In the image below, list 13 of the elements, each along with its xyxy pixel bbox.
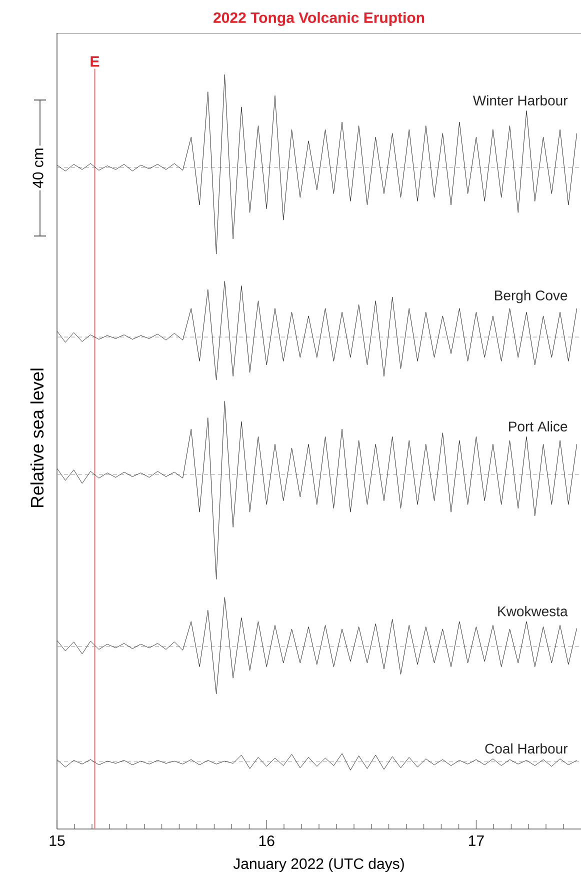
x-tick-label: 16 bbox=[259, 836, 274, 846]
series-label: Port Alice bbox=[509, 421, 568, 432]
x-axis-title: January 2022 (UTC days) bbox=[233, 858, 404, 872]
series-label: Kwokwesta bbox=[498, 606, 568, 616]
y-axis-title: Relative sea level bbox=[30, 368, 44, 508]
series-label: Winter Harbour bbox=[472, 95, 568, 106]
x-tick-label: 15 bbox=[50, 836, 65, 846]
chart-title: 2022 Tonga Volcanic Eruption bbox=[214, 12, 424, 26]
x-tick-label: 17 bbox=[469, 836, 484, 846]
series-label: Coal Harbour bbox=[485, 743, 568, 754]
series-label: Bergh Cove bbox=[495, 290, 568, 304]
text: 40 cm bbox=[32, 148, 44, 188]
ref-line-label: E bbox=[90, 56, 100, 67]
